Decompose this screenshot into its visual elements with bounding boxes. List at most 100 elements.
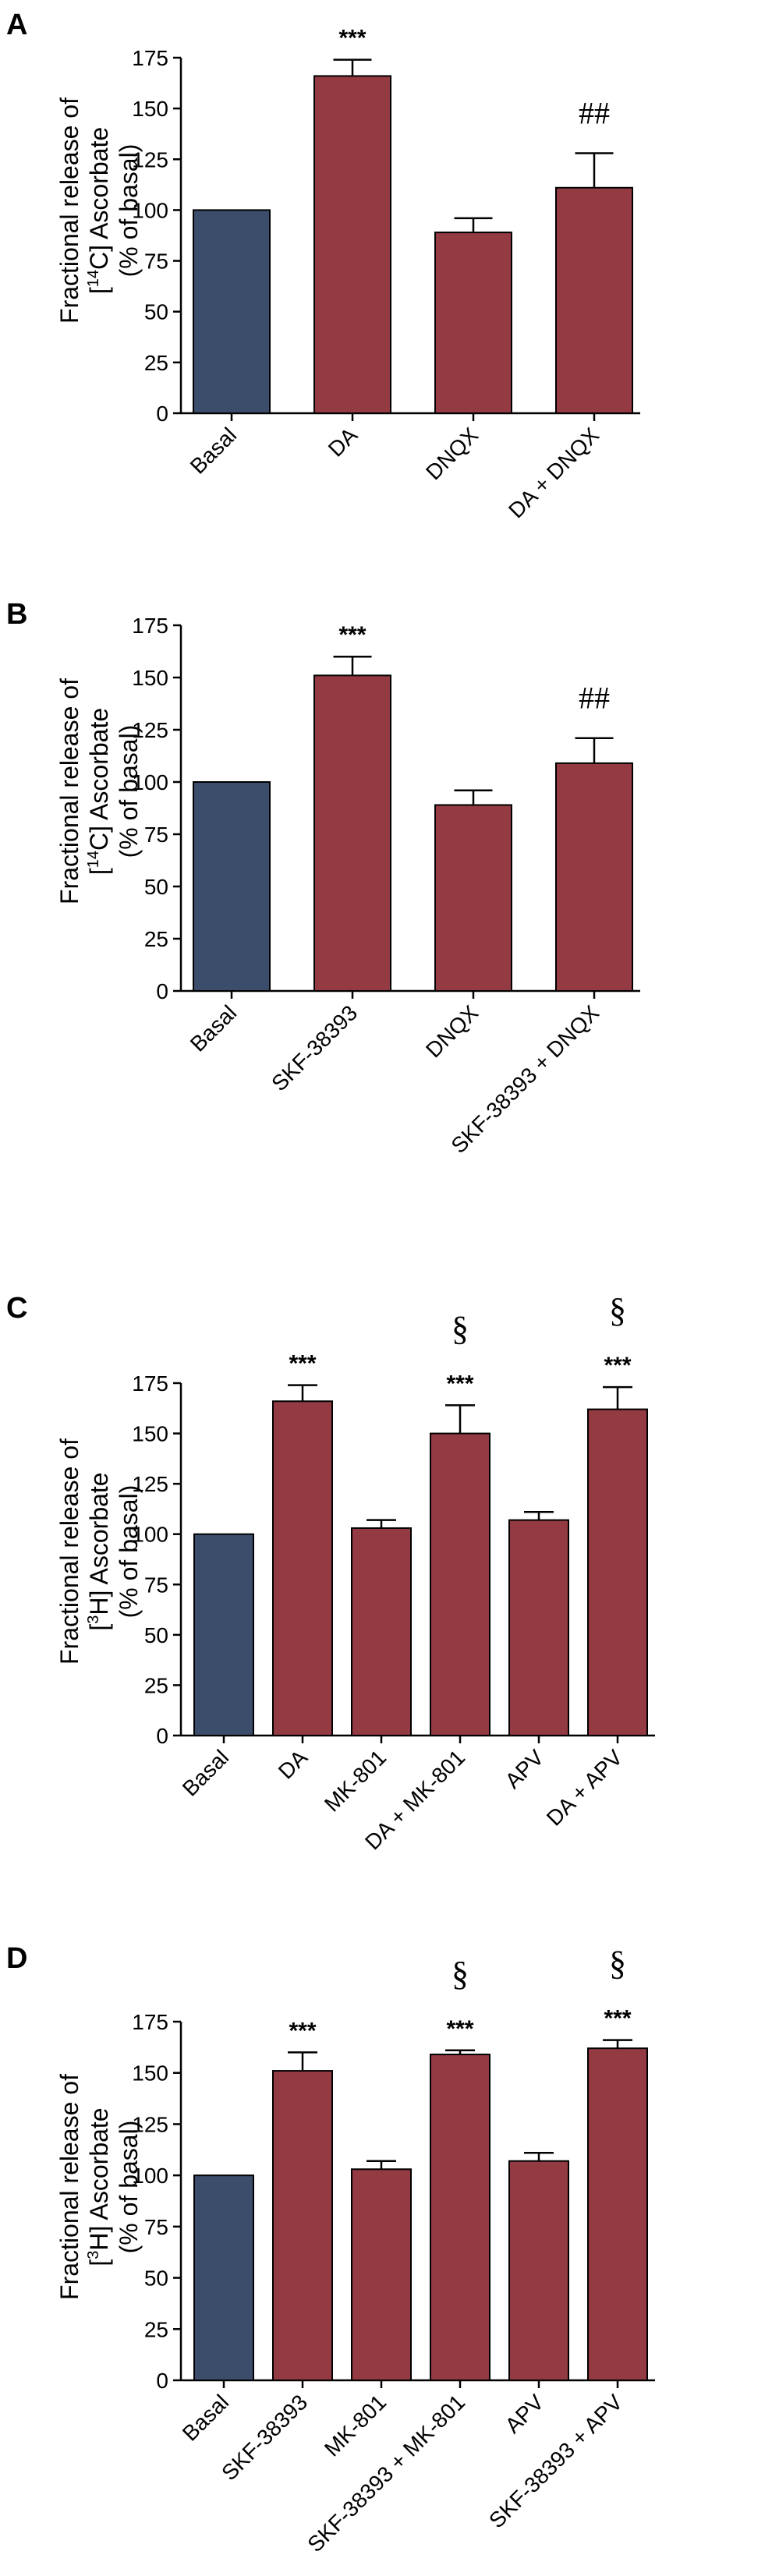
y-tick-label: 175 <box>132 2010 168 2034</box>
y-tick-label: 100 <box>132 198 168 222</box>
y-tick-label: 175 <box>132 614 168 638</box>
y-tick-label: 125 <box>132 718 168 742</box>
bar <box>555 186 633 414</box>
y-tick-label: 0 <box>156 1724 168 1748</box>
significance-stars: *** <box>289 1351 316 1377</box>
x-tick-label: SKF-38393 <box>217 2390 312 2485</box>
x-tick-label: APV <box>501 2390 549 2438</box>
y-axis-label-line1: Fractional release of <box>55 1438 83 1665</box>
y-tick-label: 50 <box>144 1623 168 1647</box>
bar <box>508 2160 569 2382</box>
significance-stars: *** <box>604 1353 631 1378</box>
y-axis-label: Fractional release of[14C] Ascorbate(% o… <box>55 678 143 904</box>
bar <box>555 762 633 992</box>
y-axis-label-compound: C] Ascorbate <box>85 127 113 270</box>
panel-letter: C <box>6 1292 27 1325</box>
y-tick-label: 125 <box>132 1472 168 1496</box>
y-tick-label: 25 <box>144 351 168 375</box>
y-tick-label: 100 <box>132 2164 168 2188</box>
y-tick-label: 150 <box>132 1422 168 1446</box>
y-axis-label-isotope: 14 <box>85 270 102 287</box>
y-tick-label: 75 <box>144 2215 168 2239</box>
x-tick-label: DA <box>274 1745 313 1784</box>
y-tick-label: 125 <box>132 2112 168 2136</box>
x-tick-label: DNQX <box>421 1000 483 1062</box>
significance-section: § <box>609 1944 626 1983</box>
panel-letter: B <box>6 598 27 631</box>
bar <box>587 2047 648 2381</box>
y-tick-label: 25 <box>144 927 168 951</box>
significance-stars: *** <box>289 2018 316 2043</box>
y-axis-label-compound: H] Ascorbate <box>85 2107 113 2250</box>
y-tick-label: 100 <box>132 1523 168 1547</box>
y-axis-label-bracket: [ <box>85 868 113 875</box>
x-tick-label: SKF-38393 <box>267 1000 362 1095</box>
significance-hash: ## <box>579 681 610 716</box>
bar <box>430 2054 490 2381</box>
y-tick-label: 175 <box>132 46 168 70</box>
panel-a: A Fractional release of[14C] Ascorbate(% … <box>6 9 640 522</box>
y-tick-label: 75 <box>144 1573 168 1597</box>
y-tick-label: 50 <box>144 875 168 899</box>
bar <box>193 2174 254 2381</box>
y-tick-label: 25 <box>144 1673 168 1697</box>
bar <box>508 1519 569 1736</box>
x-tick-label: DA + DNQX <box>504 423 604 522</box>
significance-stars: *** <box>604 2006 631 2032</box>
y-tick-label: 125 <box>132 147 168 172</box>
bar <box>434 804 512 992</box>
x-tick-label: MK-801 <box>320 1745 391 1816</box>
x-tick-label: DA <box>324 423 363 462</box>
panel-d: D Fractional release of[3H] Ascorbate(% o… <box>6 1942 655 2557</box>
y-axis-label-line3: (% of basal) <box>115 725 143 858</box>
y-tick-label: 150 <box>132 97 168 121</box>
y-axis-label-line2: [3H] Ascorbate <box>85 2107 113 2266</box>
x-tick-label: Basal <box>178 1745 233 1800</box>
bar <box>193 781 271 992</box>
y-axis-label-isotope: 14 <box>85 851 102 868</box>
y-tick-label: 150 <box>132 666 168 690</box>
y-axis-label-line2: [3H] Ascorbate <box>85 1472 113 1630</box>
y-tick-label: 100 <box>132 770 168 794</box>
x-tick-label: Basal <box>178 2390 233 2445</box>
y-axis-label-line2: [14C] Ascorbate <box>85 708 113 875</box>
bar <box>430 1432 490 1736</box>
x-tick-label: APV <box>501 1745 549 1793</box>
bar <box>351 1527 412 1736</box>
y-axis-label-line3: (% of basal) <box>115 1485 143 1619</box>
y-tick-label: 50 <box>144 300 168 324</box>
x-tick-label: DA + APV <box>542 1745 628 1831</box>
y-tick-label: 50 <box>144 2266 168 2291</box>
y-axis-label: Fractional release of[14C] Ascorbate(% o… <box>55 97 143 324</box>
panel-letter: D <box>6 1942 27 1975</box>
y-axis-label-line1: Fractional release of <box>55 97 83 324</box>
y-axis-label-line3: (% of basal) <box>115 2121 143 2254</box>
y-axis-label-line3: (% of basal) <box>115 144 143 278</box>
bar <box>193 209 271 414</box>
y-tick-label: 75 <box>144 249 168 274</box>
significance-stars: *** <box>338 26 366 51</box>
y-tick-label: 0 <box>156 402 168 426</box>
y-axis-label-bracket: [ <box>85 287 113 294</box>
bar <box>272 1400 333 1736</box>
y-axis-label-isotope: 3 <box>85 1615 102 1624</box>
bar <box>587 1408 648 1736</box>
bar <box>351 2168 412 2381</box>
bar <box>193 1533 254 1736</box>
y-axis-label-bracket: [ <box>85 2259 113 2266</box>
y-axis-label-isotope: 3 <box>85 2251 102 2259</box>
x-tick-label: SKF-38393 + APV <box>484 2390 627 2532</box>
panel-b: B Fractional release of[14C] Ascorbate(% … <box>6 598 640 1158</box>
significance-stars: *** <box>338 622 366 648</box>
x-tick-label: DNQX <box>421 423 483 484</box>
x-tick-label: SKF-38393 + MK-801 <box>303 2390 469 2557</box>
y-tick-label: 0 <box>156 979 168 1003</box>
significance-section: § <box>452 1309 469 1347</box>
significance-stars: *** <box>446 1371 473 1396</box>
y-axis-label-line1: Fractional release of <box>55 678 83 904</box>
x-tick-label: Basal <box>186 1000 241 1056</box>
bar <box>272 2070 333 2381</box>
significance-stars: *** <box>446 2016 473 2042</box>
y-tick-label: 150 <box>132 2061 168 2086</box>
